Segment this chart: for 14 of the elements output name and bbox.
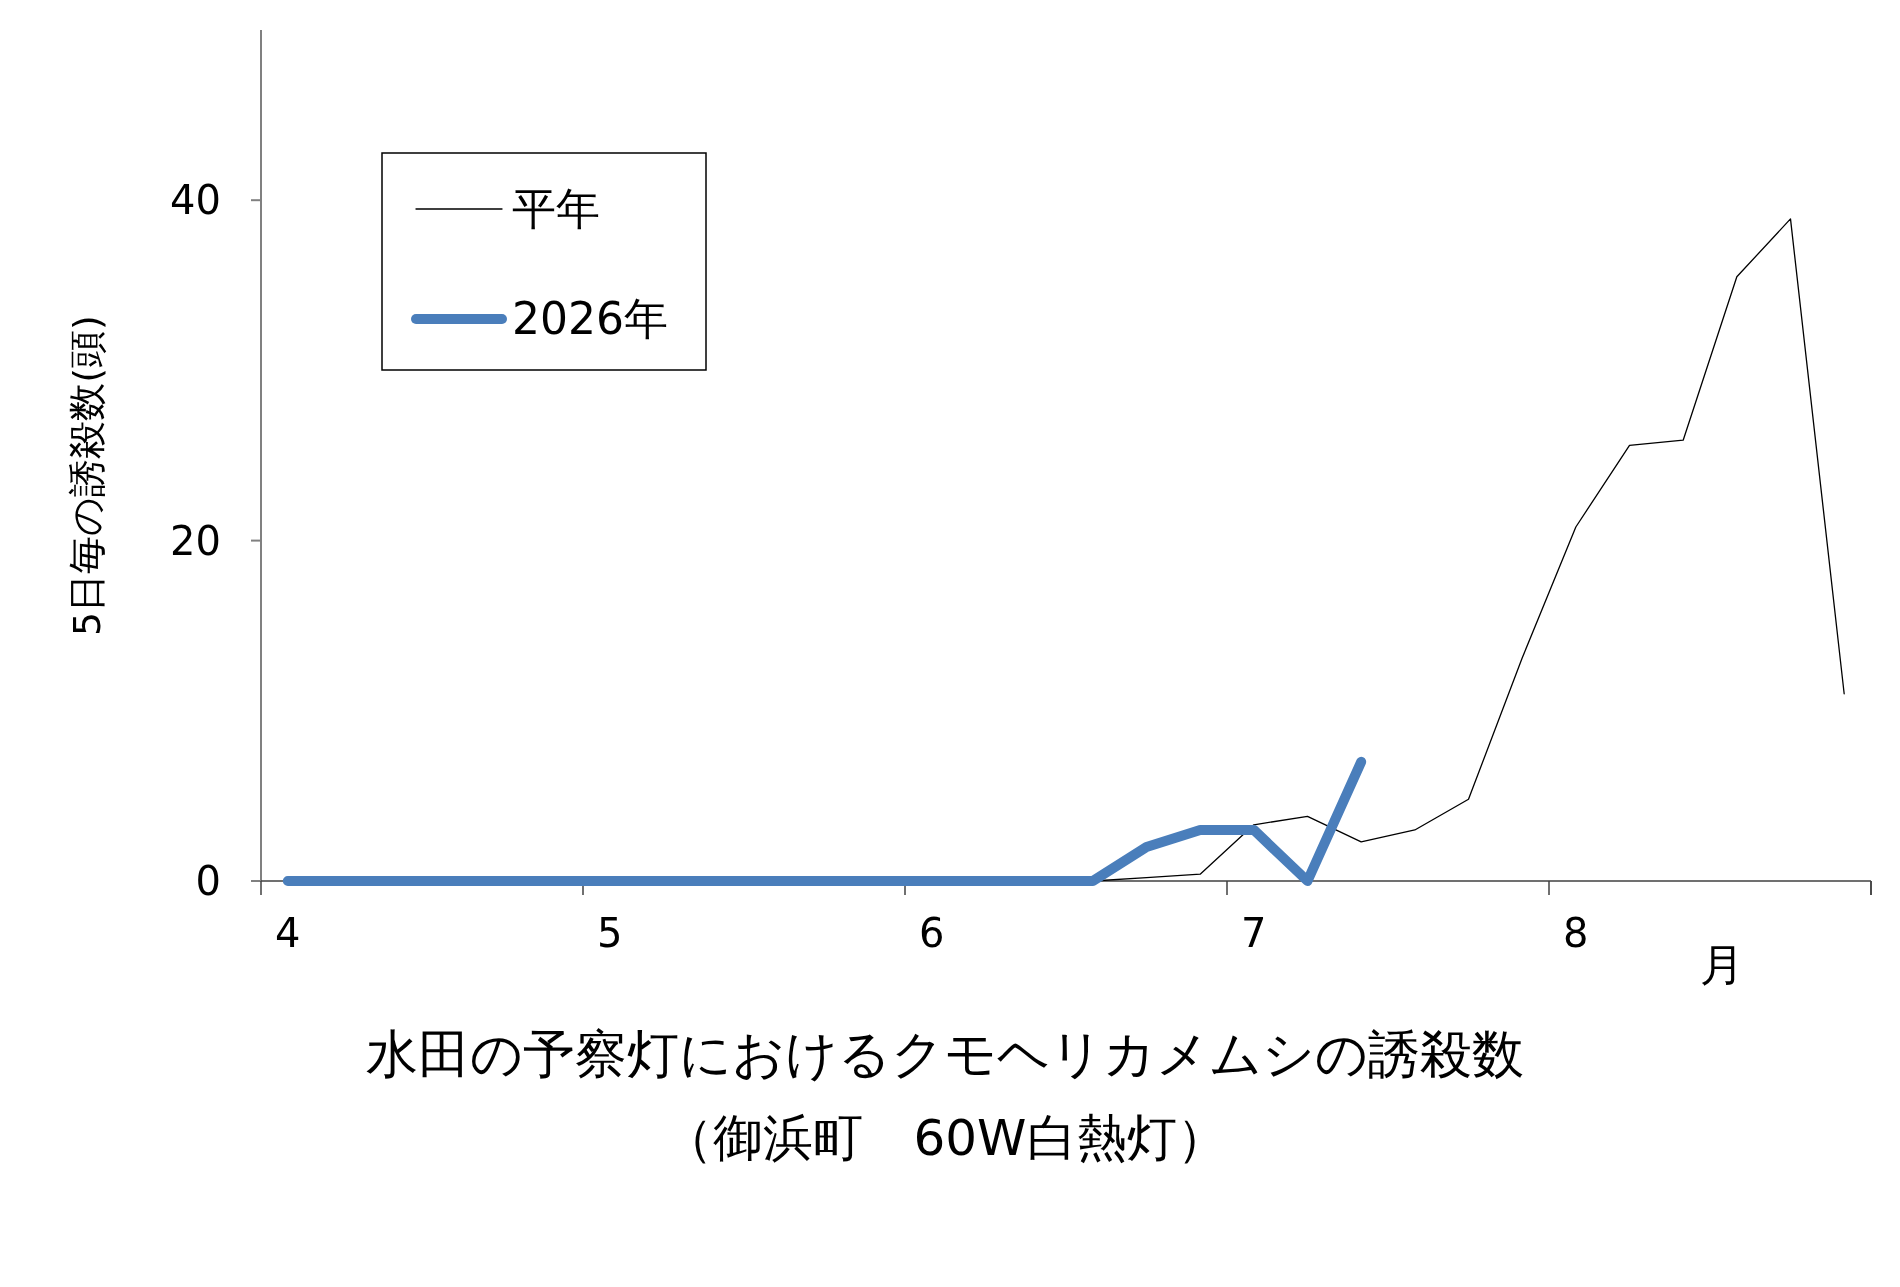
x-tick-label: 7 (1241, 910, 1267, 956)
x-tick-label: 8 (1563, 910, 1589, 956)
y-tick-label: 0 (195, 858, 221, 904)
y-tick-label: 20 (170, 517, 221, 564)
x-tick-label: 5 (597, 910, 623, 956)
text: 水田の予察灯におけるクモヘリカメムシの誘殺数 (366, 1024, 1524, 1084)
text: （御浜町 60W白熱灯） (663, 1109, 1227, 1167)
x-tick-label: 4 (275, 910, 301, 956)
legend-label: 2026年 (512, 293, 668, 344)
x-tick-label: 6 (919, 910, 945, 956)
y-axis-title: 5日毎の誘殺数(頭) (65, 315, 109, 636)
y-tick-label: 40 (170, 177, 221, 224)
text: 月 (1700, 939, 1744, 990)
legend-label: 平年 (512, 183, 600, 234)
